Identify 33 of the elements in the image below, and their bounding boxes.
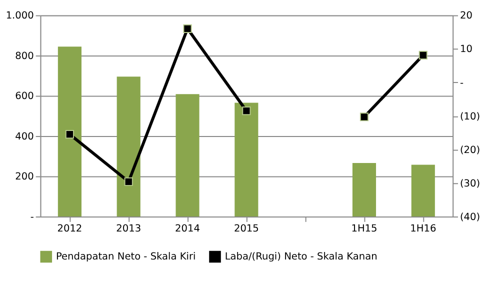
bar bbox=[176, 94, 200, 217]
point bbox=[242, 106, 251, 116]
y2-tick-label: (20) bbox=[460, 144, 480, 156]
x-tick-label: 2014 bbox=[175, 224, 200, 235]
y-tick-label: 200 bbox=[15, 172, 34, 183]
bar bbox=[352, 162, 376, 217]
y-tick-label: - bbox=[30, 212, 34, 223]
bar bbox=[411, 164, 435, 217]
point bbox=[124, 177, 133, 186]
y2-tick-label: - bbox=[460, 78, 464, 89]
point bbox=[360, 112, 369, 122]
x-tick-label: 1H15 bbox=[351, 224, 378, 235]
point bbox=[418, 50, 428, 60]
y-tick-label: 800 bbox=[15, 50, 34, 62]
y-tick-label: 600 bbox=[15, 91, 34, 102]
bar bbox=[58, 46, 82, 217]
point bbox=[65, 130, 74, 139]
y2-tick-label: (10) bbox=[460, 111, 480, 122]
x-tick-label: 1H16 bbox=[410, 224, 436, 235]
y2-tick-label: (30) bbox=[460, 178, 480, 190]
bar bbox=[116, 76, 140, 217]
x-tick-label: 2013 bbox=[116, 224, 142, 235]
y2-tick-label: 10 bbox=[460, 44, 472, 56]
legend-label: Pendapatan Neto - Skala Kiri bbox=[56, 252, 196, 263]
bar bbox=[234, 102, 258, 217]
x-tick-label: 2015 bbox=[234, 224, 259, 235]
y2-tick-label: (40) bbox=[460, 212, 480, 223]
x-tick-label: 2012 bbox=[57, 224, 82, 235]
point bbox=[183, 24, 192, 33]
legend-label: Laba/(Rugi) Neto - Skala Kanan bbox=[224, 252, 378, 263]
y-tick-label: 1.000 bbox=[6, 10, 34, 22]
y2-tick-label: 20 bbox=[460, 10, 472, 22]
y-tick-label: 400 bbox=[15, 131, 34, 142]
